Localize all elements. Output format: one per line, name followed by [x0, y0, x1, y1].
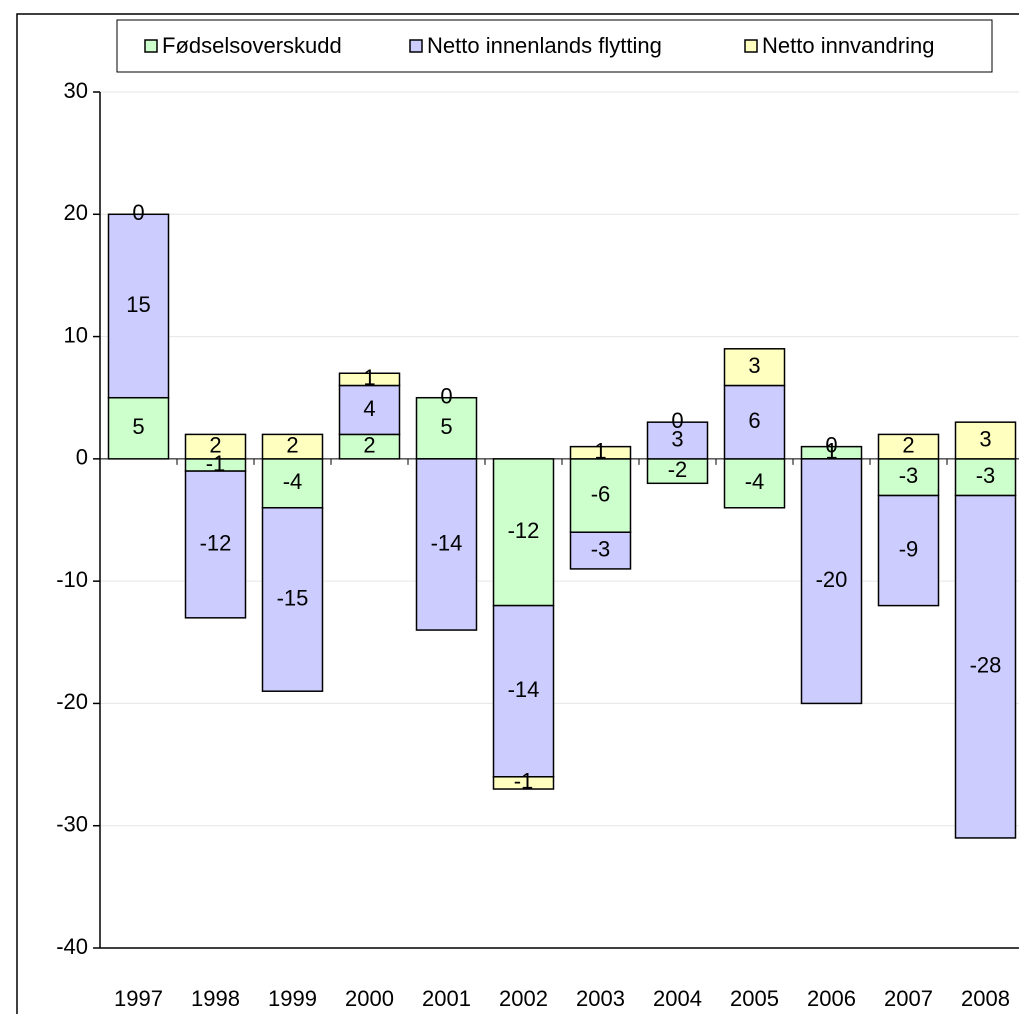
x-tick-label: 2003 — [576, 986, 625, 1011]
bar-segment — [569, 445, 632, 460]
data-label: 1 — [594, 439, 606, 464]
bar-segment — [492, 776, 555, 790]
data-label: 2 — [286, 432, 298, 457]
bar-segment — [107, 396, 170, 460]
x-tick-label: 2002 — [499, 986, 548, 1011]
data-label: 5 — [440, 414, 452, 439]
bar-segment — [569, 531, 632, 570]
x-tick-label: 1998 — [191, 986, 240, 1011]
data-label: 0 — [440, 384, 452, 409]
bar-segment — [492, 458, 555, 607]
data-label: 0 — [671, 408, 683, 433]
x-tick-label: 2001 — [422, 986, 471, 1011]
data-label: -4 — [283, 469, 303, 494]
data-label: -3 — [591, 536, 611, 561]
y-tick-label: 10 — [64, 322, 88, 347]
bar-segment — [415, 458, 478, 631]
legend-swatch — [744, 39, 758, 53]
bar-segment — [646, 421, 709, 460]
bar-segment — [800, 458, 863, 705]
bar-segment — [338, 433, 401, 460]
y-tick-label: -30 — [56, 812, 88, 837]
bar-segment — [184, 470, 247, 619]
x-tick-label: 2007 — [884, 986, 933, 1011]
y-tick-label: -10 — [56, 567, 88, 592]
data-label: 6 — [748, 408, 760, 433]
bar-segment — [184, 433, 247, 460]
bar-segment — [338, 372, 401, 387]
data-label: 4 — [363, 396, 375, 421]
data-label: 2 — [363, 432, 375, 457]
data-label: 3 — [979, 426, 991, 451]
bar-segment — [723, 348, 786, 387]
x-tick-label: 1999 — [268, 986, 317, 1011]
data-label: -3 — [899, 463, 919, 488]
data-label: -15 — [277, 585, 309, 610]
bar-segment — [954, 458, 1017, 497]
legend-label: Netto innvandring — [762, 33, 934, 58]
bar-segment — [723, 458, 786, 509]
data-label: -4 — [745, 469, 765, 494]
data-label: -3 — [976, 463, 996, 488]
x-tick-label: 2008 — [961, 986, 1010, 1011]
legend-swatch — [144, 39, 158, 53]
data-label: 0 — [132, 200, 144, 225]
data-label: -12 — [508, 518, 540, 543]
legend-swatch — [409, 39, 423, 53]
legend-label: Fødselsoverskudd — [162, 33, 342, 58]
x-tick-label: 2006 — [807, 986, 856, 1011]
bar-segment — [646, 458, 709, 485]
data-label: -1 — [206, 451, 226, 476]
bar-segment — [723, 384, 786, 460]
bar-segment — [569, 458, 632, 533]
data-label: -12 — [200, 530, 232, 555]
bar-segment — [338, 384, 401, 436]
x-tick-label: 2005 — [730, 986, 779, 1011]
bar-segment — [261, 507, 324, 692]
legend-box — [116, 19, 993, 73]
data-label: 2 — [209, 432, 221, 457]
data-label: 1 — [825, 439, 837, 464]
bar-segment — [877, 494, 940, 607]
data-label: 15 — [126, 292, 150, 317]
data-label: 0 — [825, 432, 837, 457]
bar-segment — [954, 494, 1017, 839]
data-label: -14 — [508, 677, 540, 702]
x-tick-label: 2004 — [653, 986, 702, 1011]
data-label: -14 — [431, 530, 463, 555]
data-label: 3 — [748, 353, 760, 378]
x-tick-label: 2000 — [345, 986, 394, 1011]
data-label: -1 — [514, 769, 534, 794]
data-label: 3 — [671, 426, 683, 451]
y-tick-label: 20 — [64, 200, 88, 225]
data-label: -2 — [668, 457, 688, 482]
data-label: -9 — [899, 536, 919, 561]
bar-segment — [415, 396, 478, 460]
y-tick-label: 0 — [76, 445, 88, 470]
bar-segment — [107, 213, 170, 399]
y-tick-label: -20 — [56, 689, 88, 714]
data-label: -20 — [816, 567, 848, 592]
bar-segment — [877, 433, 940, 460]
bar-segment — [492, 604, 555, 778]
x-tick-label: 1997 — [114, 986, 163, 1011]
data-label: -28 — [970, 653, 1002, 678]
bar-segment — [954, 421, 1017, 460]
data-label: 1 — [363, 365, 375, 390]
legend-label: Netto innenlands flytting — [427, 33, 662, 58]
data-label: 2 — [902, 432, 914, 457]
y-tick-label: 30 — [64, 78, 88, 103]
y-tick-label: -40 — [56, 934, 88, 959]
data-label: -6 — [591, 481, 611, 506]
bar-segment — [261, 433, 324, 460]
data-label: 5 — [132, 414, 144, 439]
